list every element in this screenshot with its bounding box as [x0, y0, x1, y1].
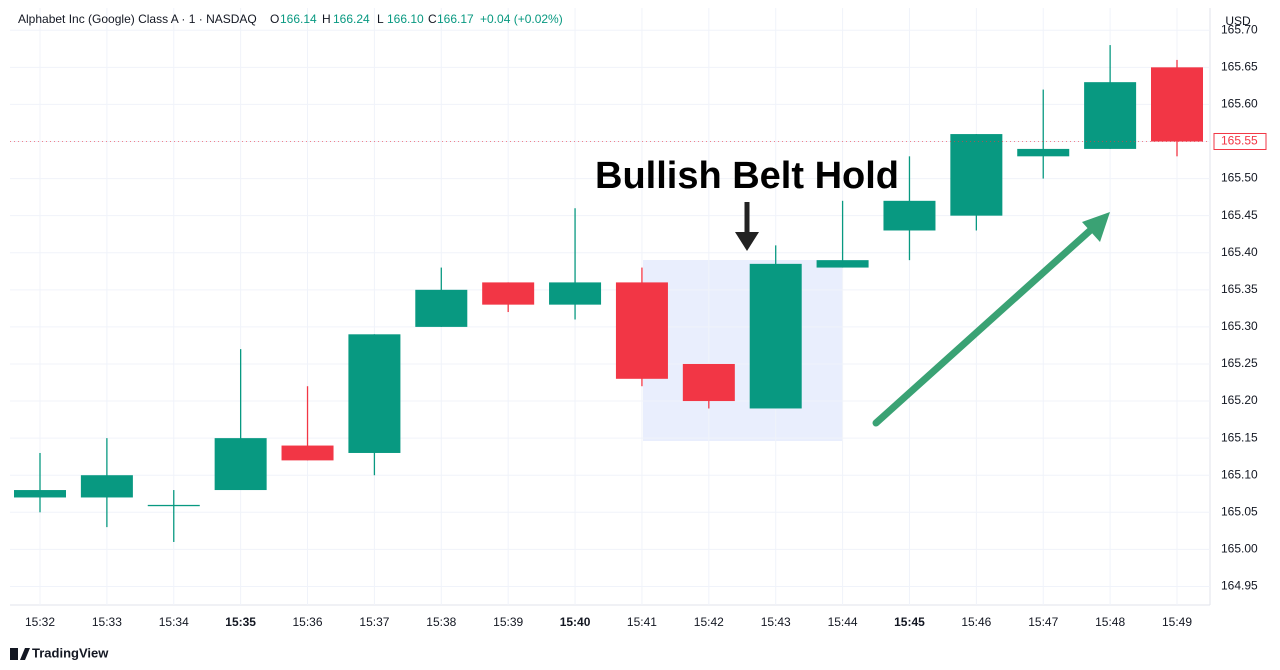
x-tick-label: 15:33 [92, 615, 122, 629]
candle-body [883, 200, 936, 231]
x-tick-label: 15:47 [1028, 615, 1058, 629]
candle-body [1017, 148, 1070, 157]
candle-body [281, 445, 334, 461]
y-tick-label: 165.65 [1221, 60, 1258, 74]
x-tick-label: 15:43 [761, 615, 791, 629]
x-tick-label: 15:48 [1095, 615, 1125, 629]
x-tick-label: 15:36 [293, 615, 323, 629]
y-tick-label: 165.70 [1221, 22, 1258, 36]
down-arrow [735, 202, 759, 251]
x-tick-label: 15:41 [627, 615, 657, 629]
candle-body [615, 282, 668, 379]
y-tick-label: 165.05 [1221, 504, 1258, 518]
change: +0.04 (+0.02%) [480, 12, 563, 26]
x-tick-label: 15:45 [894, 615, 925, 629]
candle-body [1084, 82, 1137, 149]
y-tick-label: 165.50 [1221, 171, 1258, 185]
candle-body [749, 263, 802, 409]
x-tick-label: 15:49 [1162, 615, 1192, 629]
last-price-label: 165.55 [1221, 134, 1258, 148]
logo [10, 648, 30, 660]
y-tick-label: 165.10 [1221, 467, 1258, 481]
close-value: 166.17 [437, 12, 474, 26]
candle-body [14, 490, 66, 498]
candle-body [1151, 67, 1203, 142]
pattern-highlight [643, 260, 842, 441]
y-tick-label: 165.15 [1221, 430, 1258, 444]
x-tick-label: 15:38 [426, 615, 456, 629]
low-label: L [377, 12, 384, 26]
candle-body [549, 282, 602, 305]
y-tick-label: 165.30 [1221, 319, 1258, 333]
candle-body [147, 504, 200, 507]
candle-body [816, 260, 869, 268]
x-tick-label: 15:44 [828, 615, 858, 629]
y-tick-label: 165.35 [1221, 282, 1258, 296]
x-tick-label: 15:40 [560, 615, 591, 629]
y-tick-label: 164.95 [1221, 579, 1258, 593]
x-tick-label: 15:37 [359, 615, 389, 629]
x-tick-label: 15:39 [493, 615, 523, 629]
candle-body [348, 334, 401, 453]
y-tick-label: 165.60 [1221, 97, 1258, 111]
currency[interactable]: USD [1225, 14, 1251, 28]
x-tick-label: 15:32 [25, 615, 55, 629]
x-tick-label: 15:34 [159, 615, 189, 629]
y-tick-label: 165.25 [1221, 356, 1258, 370]
y-tick-label: 165.40 [1221, 245, 1258, 259]
open-label: O [270, 12, 279, 26]
high-value: 166.24 [333, 12, 370, 26]
y-tick-label: 165.00 [1221, 542, 1258, 556]
x-tick-label: 15:46 [961, 615, 991, 629]
y-tick-label: 165.20 [1221, 393, 1258, 407]
symbol: Alphabet Inc (Google) Class A · 1 · NASD… [18, 12, 257, 26]
candle-body [415, 289, 468, 327]
brand: TradingView [32, 645, 109, 660]
candle-body [80, 475, 133, 498]
low-value: 166.10 [387, 12, 424, 26]
candle-body [482, 282, 535, 305]
open-value: 166.14 [280, 12, 317, 26]
candle-body [950, 134, 1003, 216]
x-tick-label: 15:42 [694, 615, 724, 629]
high-label: H [322, 12, 331, 26]
candle-body [214, 438, 267, 491]
trend-arrow [872, 212, 1110, 427]
annotation: Bullish Belt Hold [595, 155, 899, 197]
candle-body [682, 363, 735, 402]
close-label: C [428, 12, 437, 26]
x-tick-label: 15:35 [225, 615, 256, 629]
last-price-box [1213, 132, 1267, 150]
y-tick-label: 165.45 [1221, 208, 1258, 222]
